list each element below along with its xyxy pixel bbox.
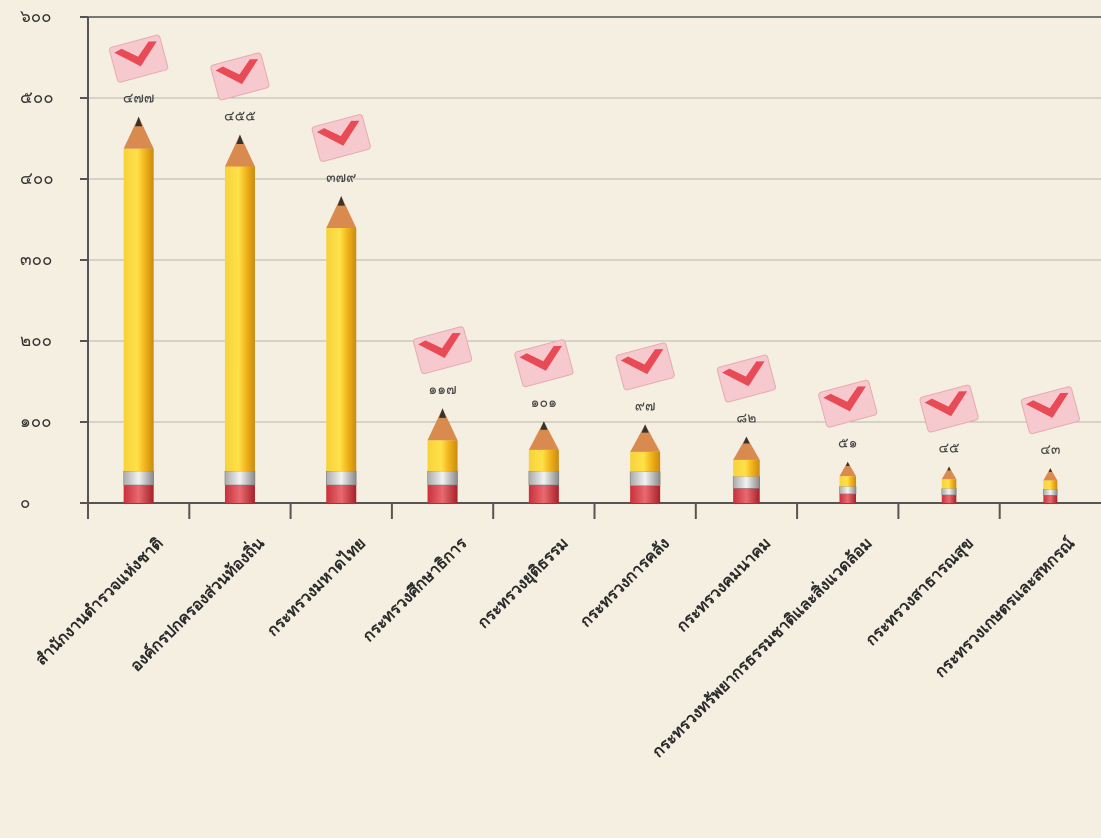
envelope-icon bbox=[818, 379, 878, 428]
ferrule bbox=[1043, 488, 1058, 496]
ferrule bbox=[629, 471, 661, 486]
pencil-body bbox=[630, 451, 661, 472]
value-label: ๔๕๕ bbox=[224, 108, 256, 124]
wood-tip bbox=[326, 196, 357, 229]
graphite bbox=[1048, 468, 1053, 472]
wood-tip bbox=[733, 436, 760, 460]
envelope-flap bbox=[1025, 392, 1069, 418]
eraser bbox=[326, 485, 357, 503]
envelope-flap bbox=[924, 391, 968, 417]
pencil-body bbox=[941, 479, 957, 489]
ferrule bbox=[326, 470, 357, 486]
pencil-bar bbox=[732, 436, 760, 503]
envelope-flap bbox=[722, 361, 765, 387]
y-tick-label: ๕๐๐ bbox=[20, 88, 54, 108]
value-label: ๔๗๗ bbox=[123, 91, 155, 107]
value-label: ๑๐๑ bbox=[531, 395, 557, 411]
eraser bbox=[528, 485, 559, 503]
value-label: ๘๒ bbox=[736, 411, 756, 427]
ferrule bbox=[839, 486, 857, 495]
y-tick-label: ๑๐๐ bbox=[20, 412, 52, 432]
eraser bbox=[1043, 495, 1058, 503]
envelope-flap bbox=[114, 41, 157, 67]
value-label: ๔๓ bbox=[1040, 442, 1060, 458]
graphite bbox=[337, 196, 345, 206]
wood-tip bbox=[1043, 468, 1058, 481]
envelope-icon bbox=[919, 384, 979, 433]
pencil-bar bbox=[839, 461, 857, 503]
pencil-bar bbox=[427, 408, 458, 503]
wood-tip bbox=[941, 466, 957, 480]
graphite bbox=[845, 461, 850, 467]
graphite bbox=[236, 134, 244, 145]
envelope-flap bbox=[418, 332, 461, 358]
ferrule bbox=[941, 488, 957, 496]
ferrule bbox=[528, 470, 560, 486]
pencil-body bbox=[326, 228, 357, 471]
pencil-bar bbox=[1043, 468, 1058, 503]
eraser bbox=[941, 494, 957, 503]
y-tick-label: ๒๐๐ bbox=[20, 331, 52, 351]
pencil-body bbox=[528, 449, 559, 472]
envelope-flap bbox=[823, 386, 866, 412]
pencil-body bbox=[224, 166, 255, 471]
ferrule bbox=[123, 470, 154, 486]
graphite bbox=[641, 424, 649, 433]
y-tick-label: ๐ bbox=[20, 493, 30, 513]
eraser bbox=[123, 485, 154, 503]
y-tick-label: ๔๐๐ bbox=[20, 169, 54, 189]
eraser bbox=[733, 488, 760, 503]
value-label: ๙๗ bbox=[635, 398, 656, 414]
envelope-icon bbox=[412, 326, 473, 375]
envelope-flap bbox=[215, 59, 259, 85]
envelope-icon bbox=[109, 34, 169, 83]
ferrule bbox=[732, 476, 760, 489]
value-label: ๔๕ bbox=[938, 441, 959, 457]
graphite bbox=[743, 436, 750, 444]
pencil-bar bbox=[123, 116, 154, 503]
pencil-bar bbox=[224, 134, 256, 503]
envelope-icon bbox=[716, 354, 777, 403]
wood-tip bbox=[427, 408, 458, 441]
envelope-flap bbox=[316, 120, 360, 146]
eraser bbox=[224, 485, 255, 503]
pencil-body bbox=[123, 148, 154, 471]
wood-tip bbox=[224, 134, 255, 167]
eraser bbox=[839, 493, 857, 503]
value-label: ๓๗๙ bbox=[326, 170, 356, 186]
envelope-icon bbox=[514, 339, 574, 388]
wood-tip bbox=[839, 461, 857, 477]
pencil-bar bbox=[528, 421, 560, 503]
ferrule bbox=[427, 470, 458, 486]
envelope-flap bbox=[519, 345, 562, 371]
wood-tip bbox=[123, 116, 154, 149]
pencil-body bbox=[733, 459, 760, 477]
eraser bbox=[427, 485, 458, 503]
graphite bbox=[540, 421, 548, 430]
value-label: ๑๑๗ bbox=[428, 382, 456, 398]
envelope-flap bbox=[620, 349, 664, 375]
wood-tip bbox=[528, 421, 559, 450]
envelope-icon bbox=[1020, 386, 1080, 435]
y-tick-label: ๖๐๐ bbox=[20, 7, 52, 27]
envelope-icon bbox=[615, 342, 675, 391]
graphite bbox=[438, 408, 447, 418]
envelope-icon bbox=[210, 52, 270, 101]
eraser bbox=[630, 485, 661, 503]
pencil-body bbox=[839, 476, 857, 487]
value-label: ๕๑ bbox=[838, 436, 857, 452]
pencil-bar bbox=[326, 196, 357, 503]
y-tick-label: ๓๐๐ bbox=[20, 250, 52, 270]
wood-tip bbox=[630, 424, 661, 452]
graphite bbox=[947, 466, 951, 471]
pencil-bar bbox=[941, 466, 957, 503]
envelope-icon bbox=[311, 114, 371, 162]
pencil-body bbox=[1043, 480, 1058, 490]
graphite bbox=[135, 116, 143, 127]
pencil-bar bbox=[629, 424, 661, 503]
pencil-body bbox=[427, 440, 458, 471]
ferrule bbox=[224, 470, 256, 486]
